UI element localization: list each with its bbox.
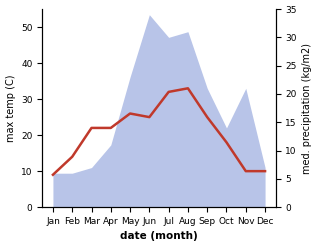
X-axis label: date (month): date (month) [120, 231, 198, 242]
Y-axis label: max temp (C): max temp (C) [5, 74, 16, 142]
Y-axis label: med. precipitation (kg/m2): med. precipitation (kg/m2) [302, 43, 313, 174]
